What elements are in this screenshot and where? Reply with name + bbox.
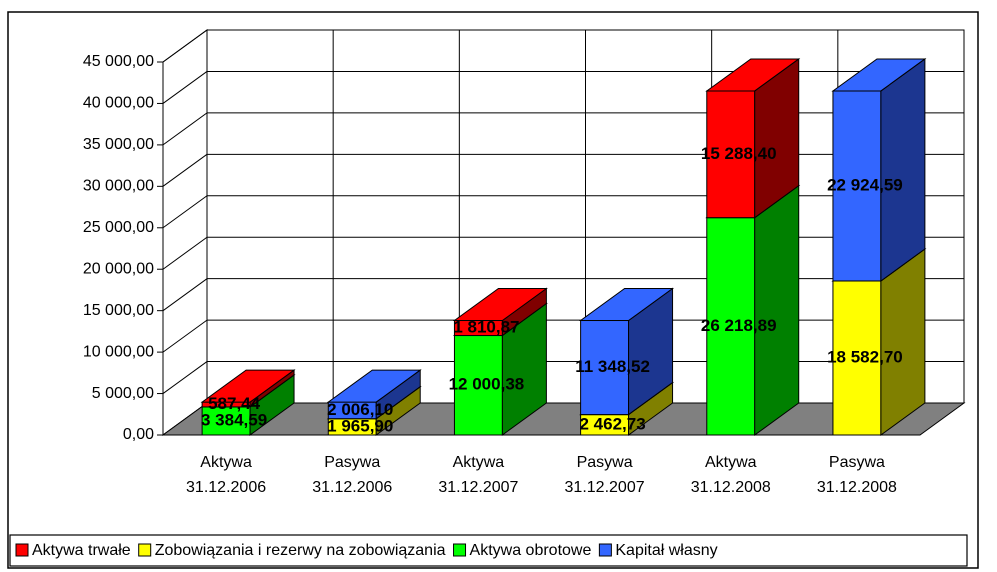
bar-side — [880, 247, 926, 436]
side-wall — [162, 29, 208, 436]
grid-line — [162, 153, 208, 187]
bar — [706, 217, 756, 436]
y-tick-label: 10 000,00 — [83, 343, 154, 360]
bar — [832, 280, 882, 436]
x-tick-label: Pasywa — [324, 454, 380, 471]
value-label: 2 006,10 — [327, 400, 393, 419]
grid-line — [162, 71, 208, 104]
bar — [706, 90, 756, 219]
bar-side — [754, 184, 800, 436]
bar-top — [200, 369, 296, 403]
grid-line — [162, 112, 208, 146]
grid-line — [162, 29, 208, 63]
bar — [201, 406, 251, 436]
grid-line — [162, 195, 208, 229]
bar-side — [880, 57, 926, 282]
legend-box — [9, 534, 968, 567]
grid-line — [162, 236, 208, 270]
legend-label: Zobowiązania i rezerwy na zobowiązania — [155, 542, 446, 559]
x-tick-label: 31.12.2007 — [565, 479, 645, 496]
grid-line — [162, 278, 208, 312]
grid-line — [162, 361, 208, 394]
value-label: 11 348,52 — [575, 357, 650, 376]
legend-swatch — [138, 543, 152, 557]
x-tick-label: 31.12.2007 — [438, 479, 518, 496]
legend-label: Kapitał własny — [615, 542, 717, 559]
y-tick-label: 5 000,00 — [92, 385, 154, 402]
x-tick-label: 31.12.2006 — [312, 479, 392, 496]
legend-label: Aktywa obrotowe — [470, 542, 592, 559]
value-label: 2 462,73 — [579, 414, 645, 433]
bar-top — [452, 288, 548, 322]
value-label: 1 965,90 — [327, 416, 393, 435]
value-label: 18 582,70 — [827, 347, 903, 366]
x-tick-label: Pasywa — [829, 454, 885, 471]
bar-top — [579, 288, 675, 322]
value-label: 12 000,38 — [449, 375, 525, 394]
bar — [832, 90, 882, 282]
legend-swatch — [453, 543, 467, 557]
y-tick-label: 35 000,00 — [83, 136, 154, 153]
value-label: 22 924,59 — [827, 175, 903, 194]
y-tick-label: 15 000,00 — [83, 302, 154, 319]
x-tick-label: 31.12.2008 — [817, 479, 897, 496]
y-tick-label: 0,00 — [123, 426, 154, 443]
x-tick-label: 31.12.2006 — [186, 479, 266, 496]
bar-top — [831, 58, 927, 92]
bar — [580, 320, 630, 416]
y-tick-label: 40 000,00 — [83, 95, 154, 112]
x-tick-label: 31.12.2008 — [691, 479, 771, 496]
y-tick-label: 20 000,00 — [83, 260, 154, 277]
x-tick-label: Aktywa — [705, 454, 757, 471]
value-label: 1 810,87 — [453, 318, 519, 337]
bar-top — [705, 58, 801, 92]
grid-line — [162, 319, 208, 353]
value-label: 15 288,40 — [701, 144, 777, 163]
value-label: 587,44 — [208, 394, 261, 413]
x-tick-label: Pasywa — [577, 454, 633, 471]
legend-swatch — [598, 543, 612, 557]
value-label: 26 218,89 — [701, 316, 777, 335]
x-tick-label: Aktywa — [200, 454, 252, 471]
bar-top — [326, 369, 422, 403]
y-tick-label: 25 000,00 — [83, 219, 154, 236]
value-label: 3 384,59 — [201, 410, 267, 429]
legend-swatch — [15, 543, 29, 557]
legend-label: Aktywa trwałe — [32, 542, 131, 559]
y-tick-label: 30 000,00 — [83, 178, 154, 195]
y-tick-label: 45 000,00 — [83, 53, 154, 70]
x-tick-label: Aktywa — [453, 454, 505, 471]
